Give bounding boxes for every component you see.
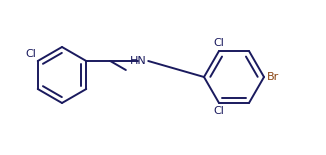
Text: Cl: Cl	[214, 38, 224, 48]
Text: HN: HN	[130, 56, 147, 66]
Text: Cl: Cl	[25, 49, 36, 59]
Text: Br: Br	[267, 72, 279, 82]
Text: Cl: Cl	[214, 106, 224, 116]
